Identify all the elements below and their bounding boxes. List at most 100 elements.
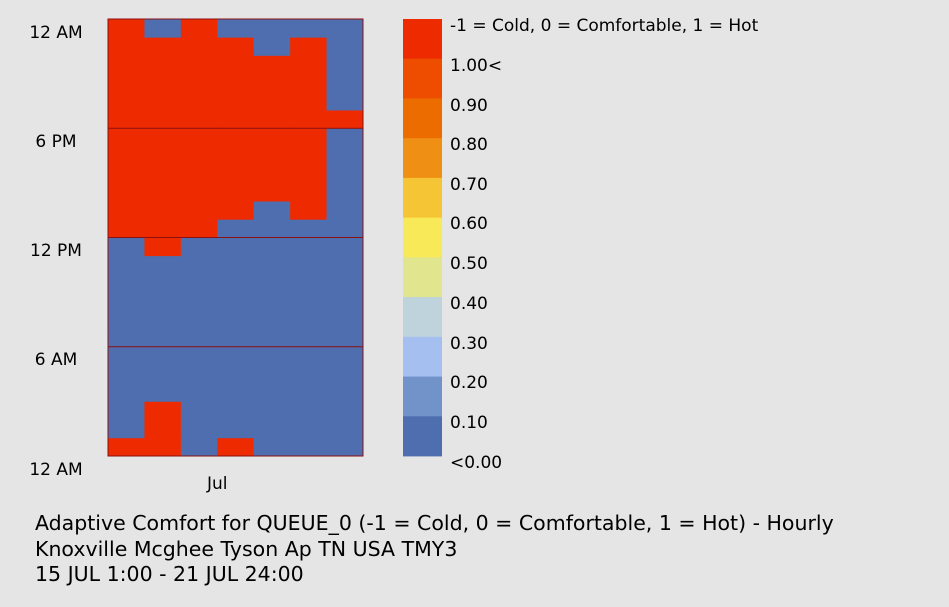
heatmap-cell: [144, 55, 182, 75]
legend-swatch: [403, 138, 442, 179]
heatmap-cell: [290, 237, 327, 257]
heatmap-cell: [217, 219, 255, 238]
heatmap-cell: [180, 437, 218, 457]
heatmap-cell: [217, 19, 255, 38]
heatmap-cell: [290, 182, 327, 202]
heatmap-cell: [290, 164, 327, 184]
heatmap-cell: [326, 19, 364, 38]
heatmap-cell: [326, 437, 364, 457]
y-tick-label: 6 AM: [34, 350, 78, 370]
heatmap-cell: [290, 128, 327, 147]
heatmap-cell: [180, 328, 218, 348]
heatmap-cell: [290, 383, 327, 402]
heatmap-cell: [144, 364, 182, 384]
heatmap-cell: [253, 110, 291, 129]
heatmap-cell: [326, 364, 364, 384]
heatmap-cell: [217, 328, 255, 348]
heatmap-cell: [217, 55, 255, 75]
heatmap-cell: [108, 255, 145, 275]
heatmap-cell: [144, 437, 182, 457]
heatmap-cell: [144, 401, 182, 420]
heatmap-cell: [253, 437, 291, 457]
heatmap-cell: [253, 73, 291, 93]
heatmap-cell: [180, 401, 218, 420]
heatmap-cell: [144, 255, 182, 275]
heatmap-cell: [326, 292, 364, 311]
heatmap-cell: [108, 364, 145, 384]
heatmap-cell: [326, 164, 364, 184]
heatmap-cell: [326, 91, 364, 111]
heatmap-cell: [290, 146, 327, 166]
heatmap-cell: [290, 91, 327, 111]
heatmap-cell: [326, 37, 364, 56]
heatmap-cell: [108, 182, 145, 202]
heatmap-cell: [108, 419, 145, 439]
heatmap-cell: [290, 328, 327, 348]
heatmap-cell: [326, 182, 364, 202]
chart-period: 15 JUL 1:00 - 21 JUL 24:00: [35, 562, 304, 586]
heatmap-cell: [217, 437, 255, 457]
heatmap-cell: [290, 273, 327, 293]
heatmap-cell: [144, 419, 182, 439]
heatmap-cell: [144, 146, 182, 166]
heatmap-cell: [253, 273, 291, 293]
heatmap-cell: [180, 73, 218, 93]
plot-border: [107, 18, 364, 457]
legend-swatch: [403, 19, 442, 60]
legend-title: -1 = Cold, 0 = Comfortable, 1 = Hot: [450, 16, 759, 36]
heatmap-cell: [108, 146, 145, 166]
heatmap-cell: [217, 201, 255, 220]
heatmap-cell: [217, 383, 255, 402]
heatmap-cell: [253, 128, 291, 147]
heatmap-cell: [144, 164, 182, 184]
heatmap-cell: [217, 401, 255, 420]
heatmap-cell: [144, 383, 182, 402]
heatmap-cell: [326, 237, 364, 257]
heatmap-cell: [180, 346, 218, 366]
heatmap-cell: [290, 401, 327, 420]
heatmap-cell: [253, 255, 291, 275]
heatmap-cell: [326, 255, 364, 275]
y-tick-label: 12 AM: [29, 23, 83, 43]
heatmap-cell: [217, 91, 255, 111]
legend-swatch: [403, 98, 442, 139]
heatmap-cell: [290, 110, 327, 129]
heatmap-cell: [180, 37, 218, 56]
legend-label: 0.70: [450, 175, 488, 195]
heatmap-cell: [217, 128, 255, 147]
legend-label: 0.90: [450, 96, 488, 116]
heatmap-cell: [253, 219, 291, 238]
heatmap-cell: [290, 55, 327, 75]
heatmap-cell: [253, 364, 291, 384]
heatmap-cell: [253, 19, 291, 38]
legend-label: <0.00: [450, 453, 503, 473]
heatmap-cell: [253, 91, 291, 111]
heatmap-cell: [108, 328, 145, 348]
legend-swatch: [403, 217, 442, 258]
heatmap-cell: [217, 364, 255, 384]
heatmap-cell: [144, 128, 182, 147]
heatmap-cell: [180, 164, 218, 184]
heatmap-cell: [253, 292, 291, 311]
heatmap-cell: [180, 237, 218, 257]
heatmap-cell: [253, 237, 291, 257]
heatmap-cell: [180, 128, 218, 147]
heatmap-cell: [290, 37, 327, 56]
heatmap-cell: [253, 328, 291, 348]
heatmap-cell: [180, 219, 218, 238]
heatmap-cell: [217, 292, 255, 311]
heatmap-cell: [290, 73, 327, 93]
heatmap-cell: [144, 273, 182, 293]
heatmap-cell: [326, 73, 364, 93]
heatmap-cell: [290, 346, 327, 366]
heatmap-cell: [108, 37, 145, 56]
heatmap-cell: [144, 110, 182, 129]
legend-swatch: [403, 336, 442, 377]
heatmap-cell: [180, 273, 218, 293]
heatmap-cell: [253, 419, 291, 439]
heatmap-cell: [180, 310, 218, 329]
legend-label: 0.40: [450, 294, 488, 314]
heatmap-cell: [217, 146, 255, 166]
y-tick-label: 12 AM: [29, 460, 83, 480]
